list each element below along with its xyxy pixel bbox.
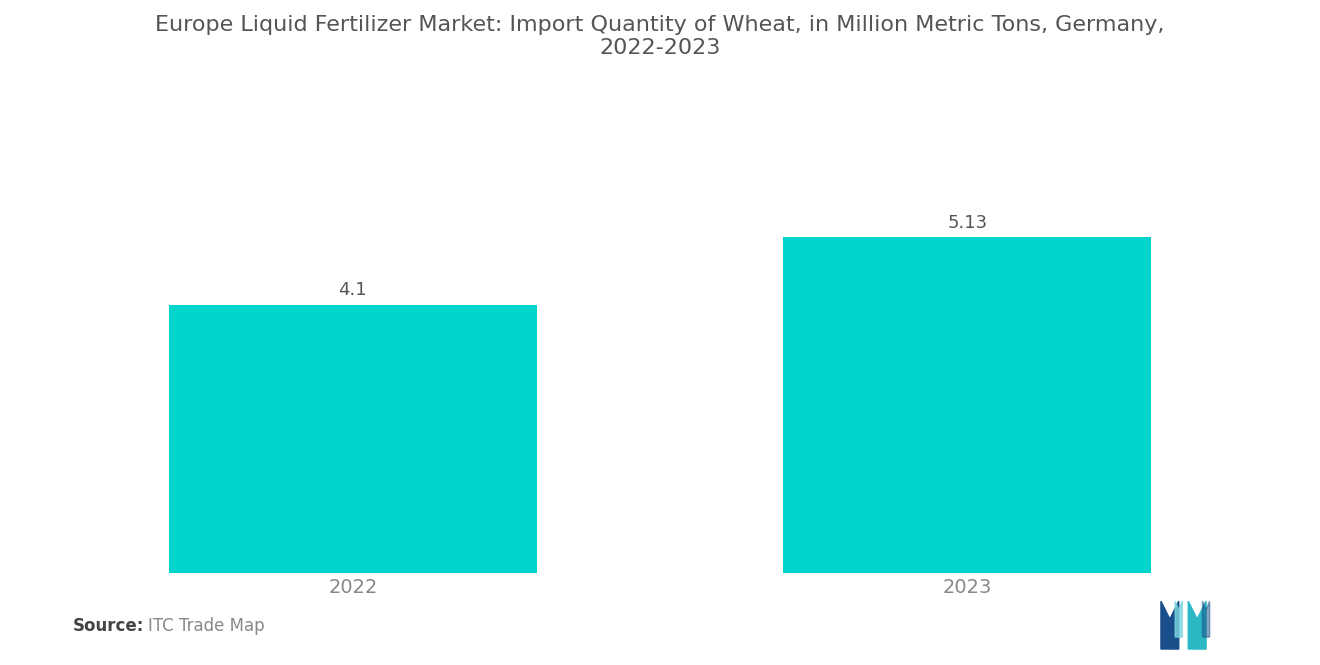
Text: 4.1: 4.1 [338,281,367,299]
Polygon shape [1188,601,1206,649]
Bar [783,237,1151,573]
Polygon shape [1162,601,1179,649]
Bar [169,305,537,573]
Text: 5.13: 5.13 [946,214,987,232]
Polygon shape [1175,601,1183,637]
Title: Europe Liquid Fertilizer Market: Import Quantity of Wheat, in Million Metric Ton: Europe Liquid Fertilizer Market: Import … [156,15,1164,59]
Text: ITC Trade Map: ITC Trade Map [148,617,264,635]
Text: Source:: Source: [73,617,144,635]
Polygon shape [1203,601,1209,637]
